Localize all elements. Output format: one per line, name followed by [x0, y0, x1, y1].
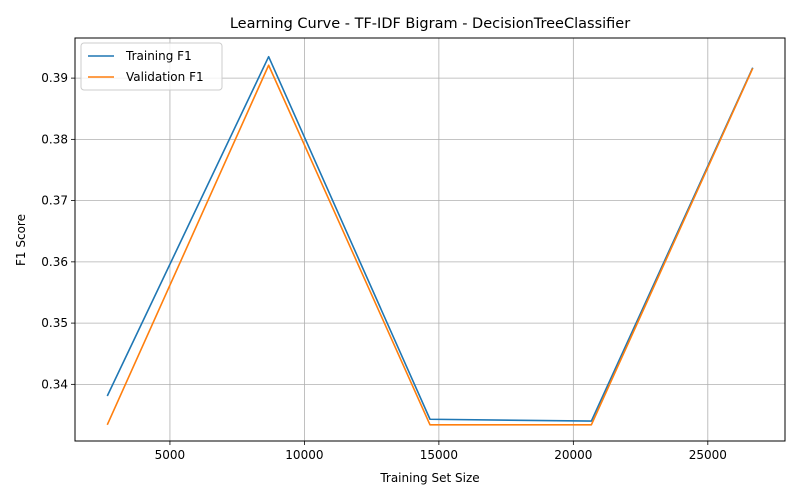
series-line-validation-f1	[106, 64, 754, 426]
chart-title: Learning Curve - TF-IDF Bigram - Decisio…	[230, 16, 630, 32]
x-tick-label: 15000	[420, 448, 458, 462]
y-tick-label: 0.38	[41, 132, 68, 146]
grid	[75, 38, 785, 441]
axis-ticks: 5000 10000 15000 20000 25000 0.34 0.35 0.36 0.37…	[41, 71, 727, 462]
series-lines	[106, 55, 754, 426]
x-axis-title: Training Set Size	[379, 471, 479, 485]
y-tick-label: 0.35	[41, 316, 68, 330]
legend-label-validation: Validation F1	[126, 70, 204, 84]
x-tick-label: 5000	[155, 448, 186, 462]
legend-label-training: Training F1	[125, 49, 192, 63]
legend: Training F1 Validation F1	[80, 42, 223, 91]
y-tick-label: 0.37	[41, 194, 68, 208]
y-tick-label: 0.34	[41, 377, 68, 391]
x-tick-label: 10000	[285, 448, 323, 462]
y-tick-label: 0.36	[41, 255, 68, 269]
y-axis-title: F1 Score	[14, 214, 28, 266]
x-tick-label: 20000	[554, 448, 592, 462]
x-tick-label: 25000	[689, 448, 727, 462]
series-line-training-f1	[106, 55, 754, 422]
legend-box	[80, 42, 223, 91]
plot-frame	[74, 37, 786, 442]
y-tick-label: 0.39	[41, 71, 68, 85]
